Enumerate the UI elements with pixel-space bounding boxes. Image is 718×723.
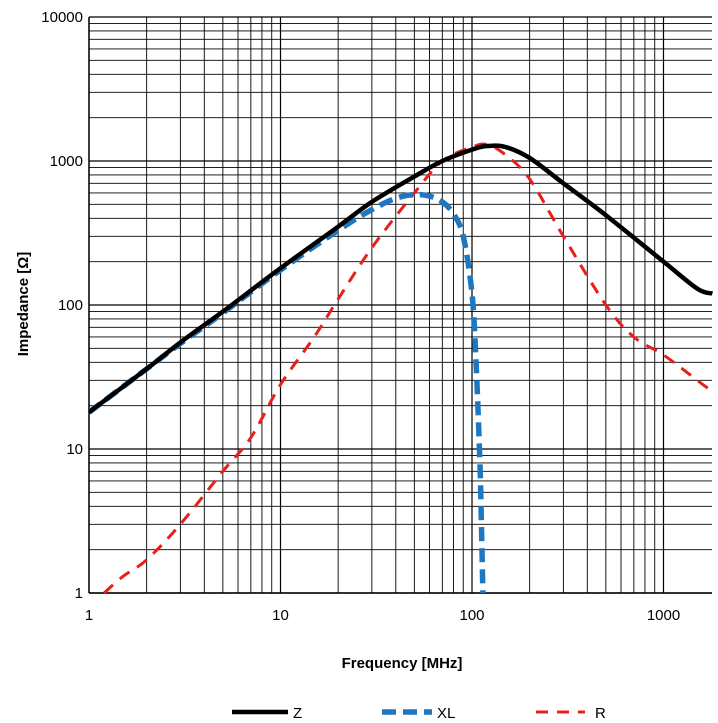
x-tick-label: 1 [85,607,93,624]
x-tick-label: 10 [272,607,289,624]
legend-label-r: R [595,705,606,722]
y-axis-ticks: 1 10 100 1000 10000 [41,9,83,602]
series-line-r [103,142,714,595]
series-lines [89,142,714,595]
x-tick-label: 100 [459,607,484,624]
grid-lines [88,16,712,594]
x-tick-label: 1000 [647,607,680,624]
y-tick-label: 1 [75,585,83,602]
plot-area [88,17,712,594]
series-line-xl [89,191,486,594]
x-axis-ticks: 1 10 100 1000 [85,607,680,624]
y-axis-title: Impedance [Ω] [15,252,32,357]
y-tick-label: 100 [58,297,83,314]
y-tick-label: 10 [66,441,83,458]
x-axis-title: Frequency [MHz] [342,655,463,672]
series-line-z [89,143,714,415]
y-tick-label: 1000 [50,153,83,170]
legend: Z XL R [232,705,606,722]
legend-label-z: Z [293,705,302,722]
y-tick-label: 10000 [41,9,83,26]
legend-label-xl: XL [437,705,455,722]
